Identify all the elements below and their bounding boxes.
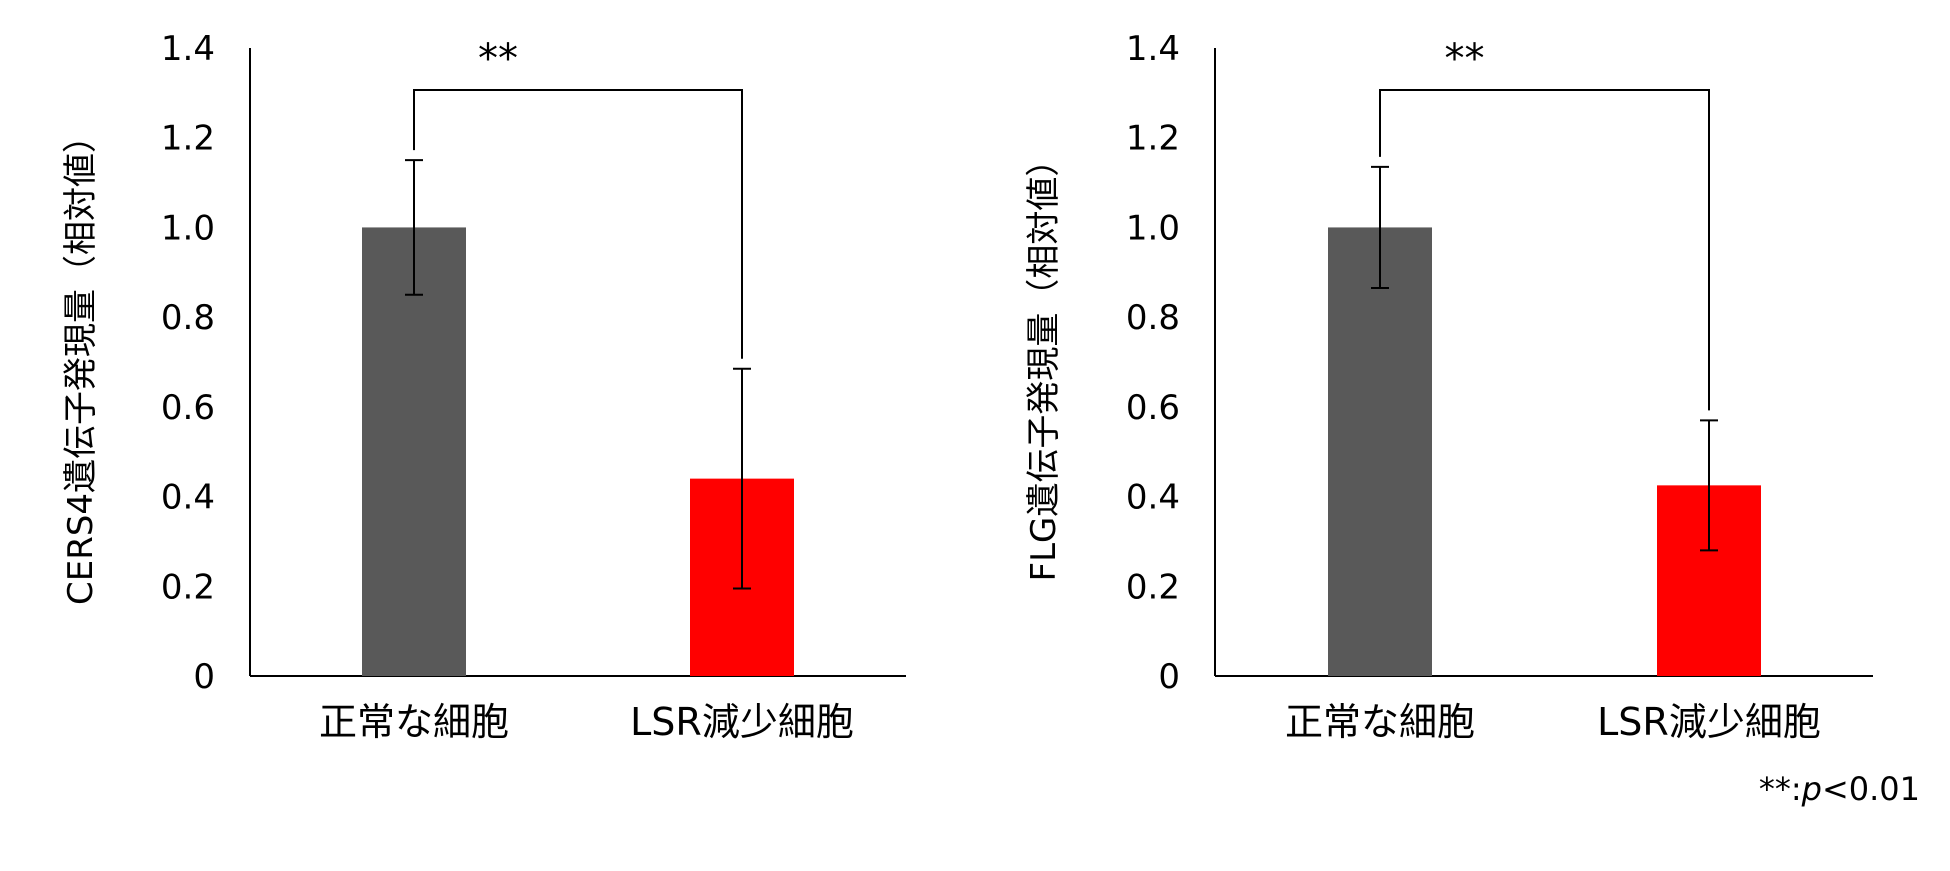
category-label: 正常な細胞 <box>1285 700 1475 744</box>
category-label: 正常な細胞 <box>319 700 509 744</box>
chart-cers4: 0 0.2 0.4 0.6 0.8 1.0 1.2 1.4 CERS4遺伝子発現量（相対値） 正常… <box>61 29 906 744</box>
significance-bracket <box>1379 89 1710 411</box>
footnote-prefix: **: <box>1758 770 1802 808</box>
significance-stars: ** <box>1445 36 1485 82</box>
y-tick-label: 1.4 <box>161 29 215 69</box>
y-axis-title: CERS4遺伝子発現量（相対値） <box>61 119 101 605</box>
bar <box>1328 227 1432 676</box>
y-tick-label: 1.2 <box>161 119 215 159</box>
y-tick-label: 0.6 <box>161 388 215 428</box>
y-tick-label: 1.2 <box>1126 119 1180 159</box>
category-label: LSR減少細胞 <box>1597 700 1821 744</box>
y-tick-label: 0.6 <box>1126 388 1180 428</box>
y-axis-title: FLG遺伝子発現量（相対値） <box>1024 143 1064 582</box>
footnote-p: p <box>1801 770 1822 808</box>
y-tick-label: 0.8 <box>1126 298 1180 338</box>
y-tick-label: 0.4 <box>161 478 215 518</box>
y-tick-label: 1.0 <box>161 208 215 248</box>
significance-stars: ** <box>478 36 518 82</box>
y-tick-label: 0.8 <box>161 298 215 338</box>
y-tick-label: 0 <box>193 657 215 697</box>
y-tick-label: 0.4 <box>1126 478 1180 518</box>
y-tick-label: 0.2 <box>161 567 215 607</box>
significance-bracket <box>413 89 743 359</box>
chart-flg: 0 0.2 0.4 0.6 0.8 1.0 1.2 1.4 FLG遺伝子発現量（相対値） 正常な細… <box>1024 29 1873 744</box>
category-label: LSR減少細胞 <box>630 700 854 744</box>
footnote-suffix: <0.01 <box>1821 770 1920 808</box>
y-tick-label: 0.2 <box>1126 567 1180 607</box>
significance-footnote: **:p<0.01 <box>1759 770 1920 808</box>
y-tick-label: 0 <box>1158 657 1180 697</box>
y-tick-label: 1.4 <box>1126 29 1180 69</box>
y-tick-label: 1.0 <box>1126 208 1180 248</box>
bar <box>362 227 466 676</box>
